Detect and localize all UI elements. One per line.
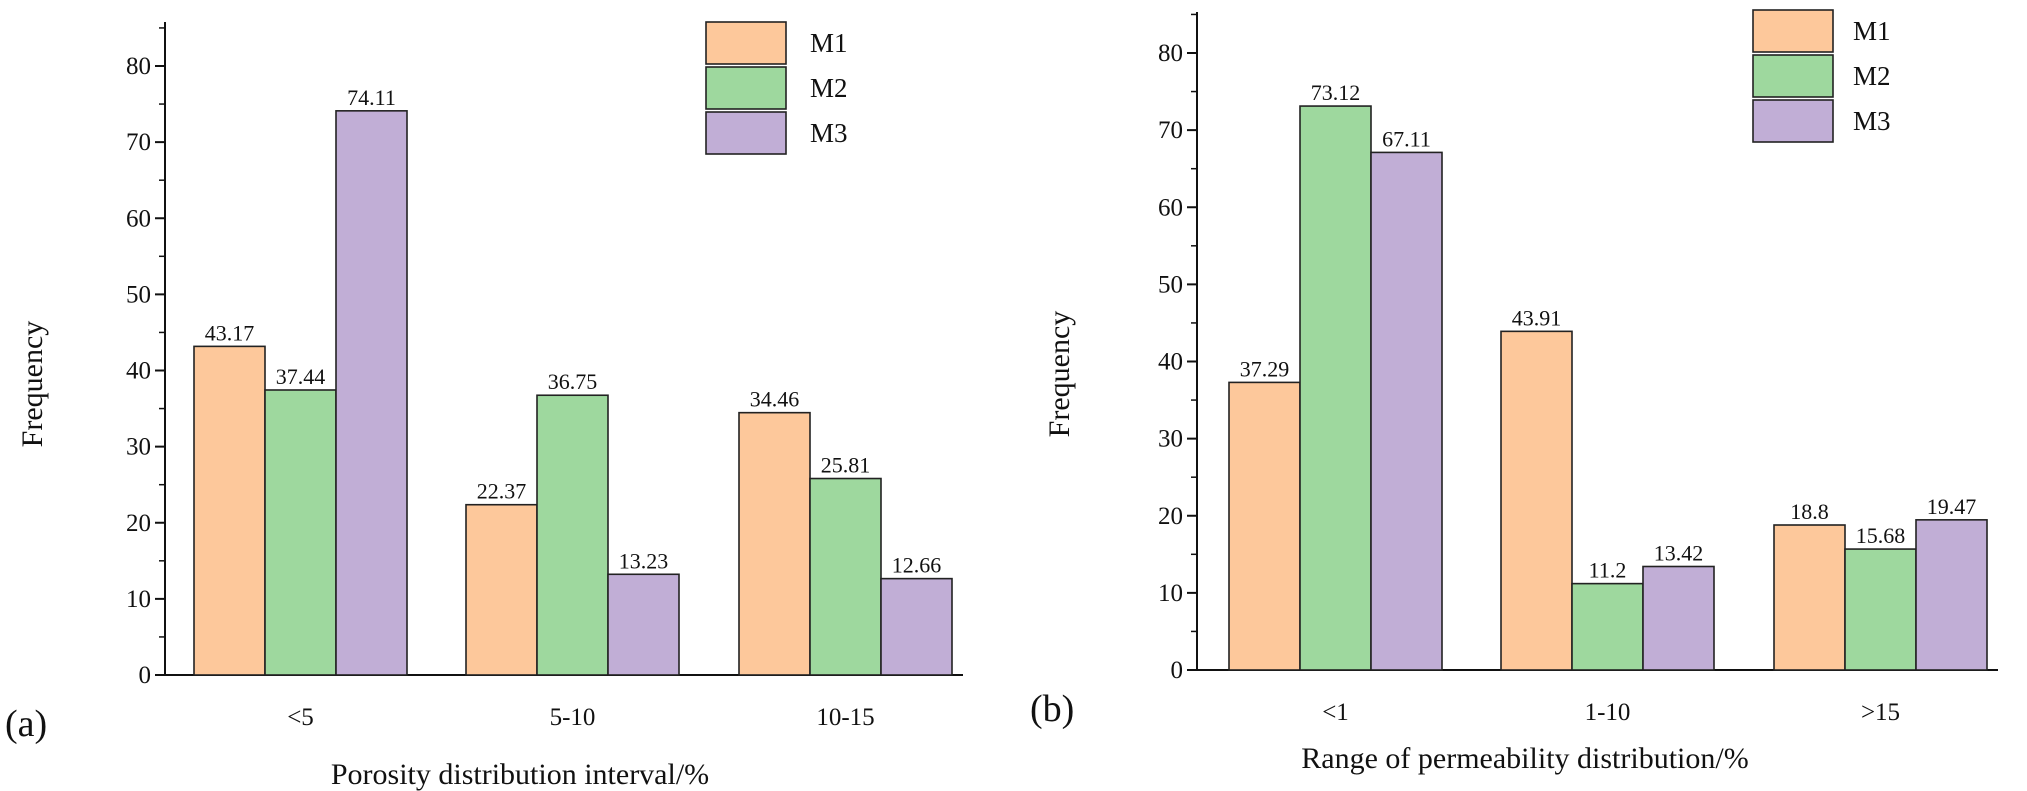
x-axis-title-b: Range of permeability distribution/%: [1301, 742, 1748, 775]
panel-label-b: (b): [1030, 688, 1074, 730]
y-tick-label-b: 10: [1158, 580, 1183, 607]
x-tick-label-a-2: 10-15: [816, 704, 874, 731]
bar-b-m3-1: [1642, 565, 1715, 671]
bar-a-m1-2: [738, 411, 811, 676]
bar-a-m1-1: [465, 503, 538, 676]
y-tick-label-a: 10: [126, 586, 151, 613]
data-label-b-m1-0: 37.29: [1240, 356, 1290, 381]
y-tick-label-b: 20: [1158, 503, 1183, 530]
data-label-b-m1-2: 18.8: [1790, 499, 1829, 524]
panel-label-a: (a): [5, 703, 47, 745]
y-tick-label-b: 30: [1158, 426, 1183, 453]
y-tick-label-a: 70: [126, 129, 151, 156]
bar-b-m2-0: [1299, 105, 1372, 671]
bar-a-m2-2: [809, 477, 882, 676]
data-label-b-m3-0: 67.11: [1382, 126, 1431, 151]
data-label-a-m2-0: 37.44: [276, 364, 326, 389]
x-tick-label-a-1: 5-10: [550, 704, 596, 731]
legend-label-b-m1: M1: [1853, 16, 1891, 46]
data-label-a-m1-2: 34.46: [750, 387, 800, 412]
legend-a: M1 M2 M3: [705, 21, 848, 155]
y-tick-label-b: 50: [1158, 271, 1183, 298]
legend-swatch-b-m1: [1752, 9, 1834, 53]
legend-label-a-m2: M2: [810, 73, 848, 103]
y-tick-label-a: 40: [126, 358, 151, 385]
data-label-a-m3-1: 13.23: [619, 548, 669, 573]
data-label-a-m3-2: 12.66: [892, 553, 942, 578]
bar-b-m1-2: [1773, 524, 1846, 671]
bar-b-m1-0: [1228, 381, 1301, 671]
legend-swatch-a-m1: [705, 21, 787, 65]
x-axis-title-a: Porosity distribution interval/%: [331, 758, 709, 791]
data-label-a-m3-0: 74.11: [347, 85, 396, 110]
y-tick-label-b: 40: [1158, 349, 1183, 376]
x-tick-label-b-2: >15: [1861, 699, 1900, 726]
legend-label-a-m3: M3: [810, 118, 848, 148]
legend-swatch-b-m2: [1752, 54, 1834, 98]
y-tick-label-b: 80: [1158, 40, 1183, 67]
data-label-b-m2-1: 11.2: [1589, 558, 1627, 583]
bar-b-m3-0: [1370, 151, 1443, 671]
y-axis-title-a: Frequency: [16, 321, 49, 448]
y-tick-label-a: 30: [126, 434, 151, 461]
bar-a-m3-2: [880, 577, 953, 676]
data-label-a-m1-0: 43.17: [205, 320, 255, 345]
y-tick-label-a: 60: [126, 205, 151, 232]
y-axis-title-b: Frequency: [1043, 311, 1076, 438]
bar-b-m2-2: [1844, 548, 1917, 671]
bar-b-m1-1: [1500, 330, 1573, 671]
legend-swatch-b-m3: [1752, 99, 1834, 143]
data-label-a-m2-2: 25.81: [821, 453, 871, 478]
bar-a-m3-1: [607, 573, 680, 676]
y-tick-label-a: 80: [126, 53, 151, 80]
x-tick-label-a-0: <5: [287, 704, 314, 731]
legend-b: M1 M2 M3: [1752, 9, 1891, 143]
bar-a-m3-0: [335, 110, 408, 676]
x-tick-label-b-1: 1-10: [1585, 699, 1631, 726]
data-label-b-m3-2: 19.47: [1927, 494, 1977, 519]
bar-a-m2-1: [536, 394, 609, 676]
bar-a-m2-0: [264, 389, 337, 676]
legend-swatch-a-m2: [705, 66, 787, 110]
bar-a-m1-0: [193, 345, 266, 676]
y-tick-label-b: 0: [1171, 657, 1184, 684]
legend-label-b-m3: M3: [1853, 106, 1891, 136]
legend-label-b-m2: M2: [1853, 61, 1891, 91]
y-tick-label-b: 60: [1158, 194, 1183, 221]
data-label-b-m2-2: 15.68: [1856, 523, 1906, 548]
y-tick-label-a: 50: [126, 281, 151, 308]
bar-b-m3-2: [1915, 519, 1988, 671]
data-label-a-m2-1: 36.75: [548, 369, 598, 394]
legend-label-a-m1: M1: [810, 28, 848, 58]
bar-b-m2-1: [1571, 582, 1644, 671]
y-tick-label-b: 70: [1158, 117, 1183, 144]
data-label-b-m3-1: 13.42: [1654, 540, 1704, 565]
data-label-a-m1-1: 22.37: [477, 479, 527, 504]
chart-panel-a: (a) Frequency Porosity distribution inte…: [5, 21, 963, 791]
y-tick-label-a: 20: [126, 510, 151, 537]
chart-panel-b: (b) Frequency Range of permeability dist…: [1030, 9, 1998, 775]
y-tick-label-a: 0: [139, 662, 152, 689]
data-label-b-m1-1: 43.91: [1512, 305, 1562, 330]
x-tick-label-b-0: <1: [1322, 699, 1349, 726]
data-label-b-m2-0: 73.12: [1311, 80, 1361, 105]
legend-swatch-a-m3: [705, 111, 787, 155]
